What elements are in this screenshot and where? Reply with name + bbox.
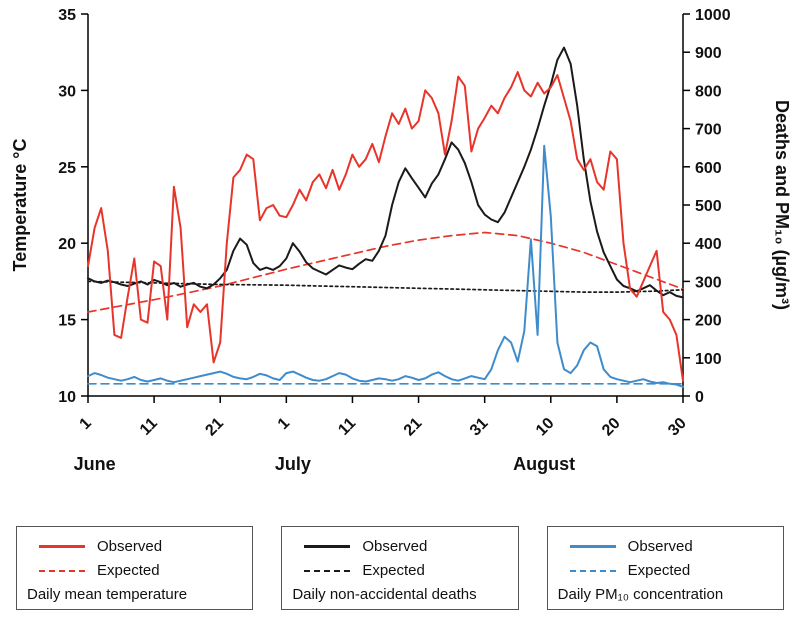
y-right-tick-label: 100 [695,351,722,368]
pm10-observed-line [87,144,684,388]
deaths-observed-line [87,46,684,299]
x-tick-label: 31 [467,415,492,440]
y-left-tick-label: 20 [58,236,76,253]
month-label-august: August [513,454,575,474]
temp-observed-line-sample [39,545,85,548]
x-tick-label: 1 [275,415,293,433]
month-label-june: June [74,454,116,474]
y-left-tick-label: 35 [58,7,76,24]
legend-entry-pm10-observed: Observed [556,538,775,555]
x-tick-label: 30 [665,415,690,440]
y-right-tick-label: 0 [695,389,704,406]
y-right-tick-label: 1000 [695,7,731,24]
x-tick-label: 11 [137,415,161,439]
legend-caption-temperature: Daily mean temperature [27,586,188,603]
pm10-expected-line-sample [569,569,616,572]
y-right-tick-label: 500 [695,198,722,215]
legend-label: Expected [627,562,691,579]
legend-entry-deaths-expected: Expected [290,562,509,579]
legend-temperature: Observed Expected Daily mean temperature [16,526,254,610]
deaths-expected-line-sample [304,569,351,572]
legend-entry-pm10-expected: Expected [556,562,775,579]
y-right-tick-label: 400 [695,236,722,253]
legend-entry-temp-observed: Observed [25,538,244,555]
x-tick-label: 1 [77,415,95,433]
legend-caption-deaths: Daily non-accidental deaths [292,586,477,603]
y-right-tick-label: 900 [695,45,722,62]
legend-pm10: Observed Expected Daily PM₁₀ concentrati… [546,526,784,610]
temp-observed-line [87,71,684,382]
pm10-observed-line-sample [569,545,616,548]
y-left-tick-label: 10 [58,389,76,406]
y-left-tick-label: 15 [58,313,76,330]
legend-entry-temp-expected: Expected [25,562,244,579]
line-chart: 10 15 20 25 30 35 0 100 200 300 400 500 600 700 800 900… [10,7,792,474]
x-tick-label: 11 [335,415,359,439]
y-right-tick-label: 800 [695,83,722,100]
legend-label: Observed [627,538,693,555]
y-left-tick-label: 25 [58,160,76,177]
legend-label: Observed [362,538,428,555]
x-tick-label: 10 [533,415,558,440]
y-right-tick-label: 200 [695,313,722,330]
legend-row: Observed Expected Daily mean temperature… [0,526,800,610]
legend-label: Expected [362,562,425,579]
month-label-july: July [275,454,311,474]
temp-expected-line-sample [39,569,85,572]
y-left-axis-title: Temperature °C [10,139,30,272]
y-right-axis-title: Deaths and PM₁₀ (µg/m³) [772,100,792,310]
x-tick-label: 21 [202,415,227,440]
legend-deaths: Observed Expected Daily non-accidental d… [281,526,519,610]
temp-expected-line [87,231,684,313]
x-tick-label: 20 [599,415,624,440]
y-right-tick-label: 700 [695,122,722,139]
legend-caption-pm10: Daily PM₁₀ concentration [557,586,724,603]
legend-entry-deaths-observed: Observed [290,538,509,555]
legend-label: Observed [97,538,163,555]
deaths-expected-line [87,280,684,293]
y-right-tick-label: 600 [695,160,722,177]
x-tick-label: 21 [401,415,426,440]
legend-label: Expected [97,562,160,579]
y-left-tick-label: 30 [58,83,76,100]
y-right-tick-label: 300 [695,274,722,291]
deaths-observed-line-sample [304,545,351,548]
